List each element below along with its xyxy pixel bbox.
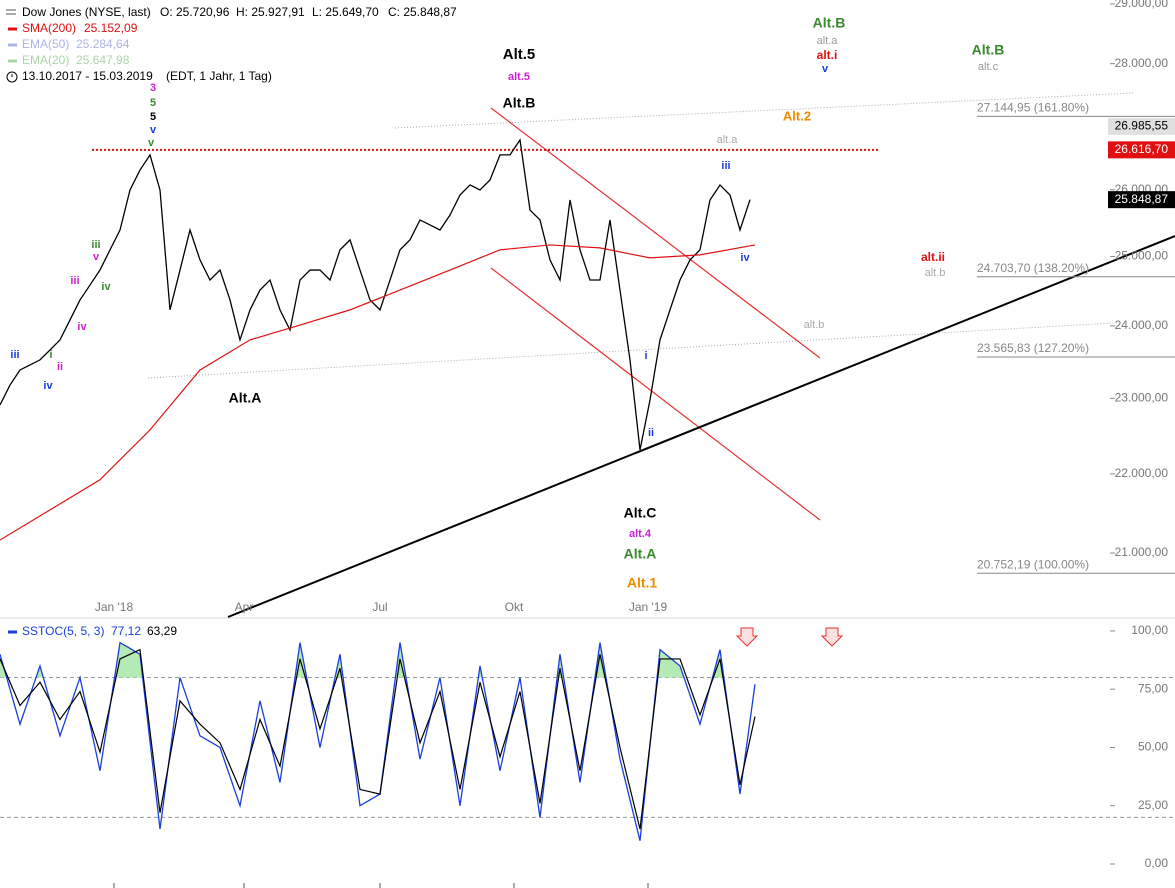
- wave-label: alt.5: [508, 71, 530, 83]
- y-tick-label: 75,00: [1138, 681, 1168, 695]
- y-tick-label: 28.000,00: [1115, 56, 1169, 70]
- wave-label: iii: [10, 349, 19, 361]
- chart-title: Dow Jones (NYSE, last): [22, 5, 151, 19]
- wave-label: iii: [91, 239, 100, 251]
- y-tick-label: 29.000,00: [1115, 0, 1169, 10]
- date-range: 13.10.2017 - 15.03.2019: [22, 69, 153, 83]
- wave-label: Alt.C: [624, 505, 657, 521]
- wave-label: alt.i: [817, 48, 838, 62]
- price-box: [1108, 141, 1175, 159]
- wave-label: alt.a: [717, 134, 739, 146]
- wave-label: ii: [57, 361, 63, 373]
- legend-value: 25.284,64: [76, 37, 130, 51]
- wave-label: Alt.A: [624, 546, 657, 562]
- y-tick-label: 100,00: [1131, 623, 1168, 637]
- fib-label: 24.703,70 (138.20%): [977, 261, 1089, 275]
- sell-arrow: [820, 627, 844, 647]
- indicator-value: 63,29: [147, 624, 177, 638]
- legend-name: SMA(200): [22, 21, 76, 35]
- wave-label: Alt.B: [972, 42, 1005, 58]
- y-tick-label: 25.000,00: [1115, 249, 1169, 263]
- series-line: [0, 138, 751, 450]
- wave-label: Alt.1: [627, 575, 658, 591]
- indicator-value: 77,12: [111, 624, 141, 638]
- ohlc-label: L: 25.649,70: [312, 5, 379, 19]
- price-box-label: 26.616,70: [1115, 142, 1169, 156]
- y-tick-label: 23.000,00: [1115, 390, 1169, 404]
- trend-line: [147, 322, 1114, 379]
- series-line: [0, 648, 756, 830]
- x-tick-label: Jan '18: [95, 600, 134, 614]
- fib-label: 20.752,19 (100.00%): [977, 557, 1089, 571]
- wave-label: 5: [150, 111, 156, 123]
- y-tick-label: 25,00: [1138, 798, 1168, 812]
- x-tick-label: Okt: [505, 600, 524, 614]
- x-tick-label: Jan '19: [629, 600, 668, 614]
- wave-label: iii: [721, 160, 730, 172]
- wave-label: alt.b: [925, 267, 946, 279]
- channel-line: [490, 267, 821, 521]
- channel-line: [490, 107, 821, 359]
- wave-label: Alt.B: [813, 15, 846, 31]
- wave-label: iv: [43, 380, 53, 392]
- wave-label: ii: [648, 427, 654, 439]
- wave-label: iv: [740, 252, 750, 264]
- y-tick-label: 0,00: [1145, 856, 1169, 870]
- fib-label: 27.144,95 (161.80%): [977, 101, 1089, 115]
- y-tick-label: 24.000,00: [1115, 318, 1169, 332]
- y-tick-label: 50,00: [1138, 740, 1168, 754]
- sell-arrow: [735, 627, 759, 647]
- series-line: [0, 244, 756, 541]
- wave-label: 5: [150, 97, 156, 109]
- clock-icon: [6, 71, 18, 83]
- x-tick-label: Apr: [235, 600, 254, 614]
- legend-name: EMA(20): [22, 53, 69, 67]
- wave-label: Alt.B: [503, 95, 536, 111]
- wave-label: v: [93, 251, 100, 263]
- wave-label: Alt.2: [783, 108, 811, 123]
- y-tick-label: 22.000,00: [1115, 466, 1169, 480]
- range-note: (EDT, 1 Jahr, 1 Tag): [166, 69, 272, 83]
- wave-label: alt.b: [804, 319, 825, 331]
- legend-name: EMA(50): [22, 37, 69, 51]
- x-tick-label: Jul: [372, 600, 387, 614]
- ohlc-label: O: 25.720,96: [160, 5, 230, 19]
- trend-line: [394, 92, 1134, 129]
- wave-label: iv: [77, 321, 87, 333]
- legend-value: 25.152,09: [84, 21, 138, 35]
- y-tick-label: 21.000,00: [1115, 545, 1169, 559]
- wave-label: i: [49, 349, 52, 361]
- price-box: [1108, 117, 1175, 135]
- wave-label: Alt.A: [229, 390, 262, 406]
- legend-value: 25.647,98: [76, 53, 130, 67]
- wave-label: iii: [70, 275, 79, 287]
- wave-label: alt.a: [817, 35, 839, 47]
- trend-line: [227, 235, 1175, 618]
- wave-label: i: [644, 350, 647, 362]
- wave-label: iv: [101, 281, 111, 293]
- indicator-title: SSTOC(5, 5, 3): [22, 624, 104, 638]
- ohlc-label: C: 25.848,87: [388, 5, 457, 19]
- wave-label: 3: [150, 82, 156, 94]
- price-box-label: 26.985,55: [1115, 119, 1169, 133]
- wave-label: alt.4: [629, 528, 652, 540]
- price-box: [1108, 191, 1175, 209]
- wave-label: alt.ii: [921, 250, 945, 264]
- wave-label: v: [822, 63, 829, 75]
- price-box-label: 25.848,87: [1115, 192, 1169, 206]
- ohlc-label: H: 25.927,91: [236, 5, 305, 19]
- wave-label: v: [148, 137, 155, 149]
- wave-label: v: [150, 124, 157, 136]
- wave-label: Alt.5: [503, 46, 536, 63]
- fib-label: 23.565,83 (127.20%): [977, 341, 1089, 355]
- wave-label: alt.c: [978, 61, 999, 73]
